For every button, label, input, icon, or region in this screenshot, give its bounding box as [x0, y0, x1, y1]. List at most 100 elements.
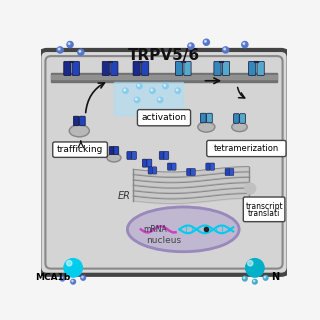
- FancyBboxPatch shape: [114, 147, 119, 155]
- Circle shape: [175, 88, 180, 93]
- FancyBboxPatch shape: [147, 159, 152, 167]
- Circle shape: [58, 48, 60, 50]
- Ellipse shape: [69, 125, 89, 137]
- FancyBboxPatch shape: [133, 61, 140, 76]
- Circle shape: [72, 280, 73, 282]
- Circle shape: [57, 47, 63, 53]
- FancyBboxPatch shape: [167, 163, 172, 170]
- Ellipse shape: [107, 154, 121, 162]
- FancyBboxPatch shape: [229, 168, 234, 176]
- Circle shape: [188, 43, 194, 49]
- Circle shape: [124, 89, 125, 91]
- FancyBboxPatch shape: [172, 163, 176, 170]
- FancyBboxPatch shape: [152, 167, 157, 174]
- FancyBboxPatch shape: [222, 61, 230, 76]
- FancyBboxPatch shape: [207, 140, 286, 156]
- FancyBboxPatch shape: [206, 163, 210, 170]
- Circle shape: [203, 39, 209, 45]
- Circle shape: [189, 44, 191, 46]
- FancyBboxPatch shape: [207, 113, 212, 123]
- FancyBboxPatch shape: [184, 61, 191, 76]
- Ellipse shape: [198, 122, 215, 132]
- FancyBboxPatch shape: [80, 116, 85, 126]
- Circle shape: [243, 43, 245, 44]
- Circle shape: [60, 276, 65, 281]
- Circle shape: [176, 89, 178, 91]
- Ellipse shape: [232, 122, 247, 132]
- Bar: [51, 73, 277, 82]
- FancyBboxPatch shape: [39, 50, 289, 275]
- FancyBboxPatch shape: [102, 61, 109, 76]
- Ellipse shape: [245, 183, 256, 194]
- FancyBboxPatch shape: [137, 110, 191, 126]
- Circle shape: [135, 99, 137, 100]
- Circle shape: [68, 43, 70, 44]
- Circle shape: [242, 42, 248, 48]
- Circle shape: [81, 276, 85, 280]
- Circle shape: [67, 260, 72, 266]
- Circle shape: [138, 84, 139, 86]
- Circle shape: [159, 99, 160, 100]
- Circle shape: [246, 259, 264, 277]
- Circle shape: [224, 48, 226, 50]
- FancyBboxPatch shape: [210, 163, 215, 170]
- Circle shape: [157, 97, 163, 103]
- Circle shape: [253, 280, 255, 282]
- FancyBboxPatch shape: [164, 151, 169, 159]
- FancyBboxPatch shape: [257, 61, 264, 76]
- Circle shape: [123, 88, 128, 93]
- FancyBboxPatch shape: [141, 61, 149, 76]
- FancyBboxPatch shape: [243, 197, 285, 222]
- Circle shape: [150, 88, 155, 93]
- FancyBboxPatch shape: [159, 151, 164, 159]
- Circle shape: [264, 276, 266, 278]
- FancyBboxPatch shape: [249, 61, 256, 76]
- FancyBboxPatch shape: [45, 56, 283, 268]
- Text: trafficking: trafficking: [57, 145, 103, 154]
- FancyBboxPatch shape: [234, 114, 239, 123]
- Circle shape: [244, 277, 245, 279]
- FancyBboxPatch shape: [200, 113, 206, 123]
- FancyBboxPatch shape: [142, 159, 147, 167]
- FancyBboxPatch shape: [132, 151, 136, 159]
- Circle shape: [78, 49, 84, 55]
- FancyBboxPatch shape: [64, 61, 71, 76]
- FancyBboxPatch shape: [111, 61, 118, 76]
- Text: MCA1b: MCA1b: [35, 273, 70, 282]
- Circle shape: [164, 84, 165, 86]
- Text: TRPV5/6: TRPV5/6: [128, 48, 200, 63]
- Circle shape: [248, 260, 253, 266]
- Circle shape: [67, 42, 73, 48]
- Ellipse shape: [127, 207, 239, 252]
- Text: mRNA: mRNA: [143, 225, 167, 234]
- Circle shape: [82, 276, 83, 278]
- FancyBboxPatch shape: [191, 168, 195, 176]
- Circle shape: [163, 84, 168, 89]
- Circle shape: [222, 47, 229, 53]
- Circle shape: [243, 276, 247, 281]
- Circle shape: [252, 279, 257, 284]
- Circle shape: [151, 89, 152, 91]
- FancyBboxPatch shape: [72, 61, 79, 76]
- FancyBboxPatch shape: [109, 147, 114, 155]
- Text: N: N: [272, 272, 280, 282]
- FancyBboxPatch shape: [73, 116, 79, 126]
- FancyBboxPatch shape: [225, 168, 230, 176]
- Circle shape: [64, 259, 82, 277]
- FancyBboxPatch shape: [148, 167, 153, 174]
- Text: nucleus: nucleus: [147, 236, 181, 245]
- Circle shape: [71, 279, 76, 284]
- Text: activation: activation: [141, 113, 187, 122]
- Text: ER: ER: [117, 191, 130, 201]
- FancyBboxPatch shape: [53, 142, 108, 157]
- FancyBboxPatch shape: [187, 168, 191, 176]
- Circle shape: [204, 40, 206, 42]
- FancyBboxPatch shape: [127, 151, 132, 159]
- FancyBboxPatch shape: [214, 61, 221, 76]
- Text: tetramerization: tetramerization: [214, 144, 279, 153]
- Text: translati: translati: [248, 210, 280, 219]
- FancyBboxPatch shape: [240, 114, 245, 123]
- Bar: [51, 75, 277, 79]
- Circle shape: [61, 277, 62, 279]
- FancyBboxPatch shape: [175, 61, 183, 76]
